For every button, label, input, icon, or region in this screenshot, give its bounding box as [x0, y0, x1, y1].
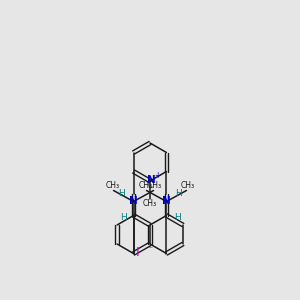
Text: CH₃: CH₃: [143, 200, 157, 208]
Text: I: I: [136, 247, 140, 260]
Text: +: +: [154, 170, 160, 179]
Text: N: N: [129, 196, 138, 206]
Text: CH₃: CH₃: [138, 181, 152, 190]
Text: N: N: [162, 196, 171, 206]
Text: H: H: [174, 213, 181, 222]
Text: CH₃: CH₃: [106, 181, 120, 190]
Text: N: N: [147, 175, 155, 185]
Text: H: H: [120, 213, 127, 222]
Text: CH₃: CH₃: [180, 181, 194, 190]
Text: H: H: [118, 189, 125, 198]
Text: H: H: [175, 189, 182, 198]
Text: ⁻: ⁻: [147, 245, 153, 255]
Text: CH₃: CH₃: [148, 181, 162, 190]
